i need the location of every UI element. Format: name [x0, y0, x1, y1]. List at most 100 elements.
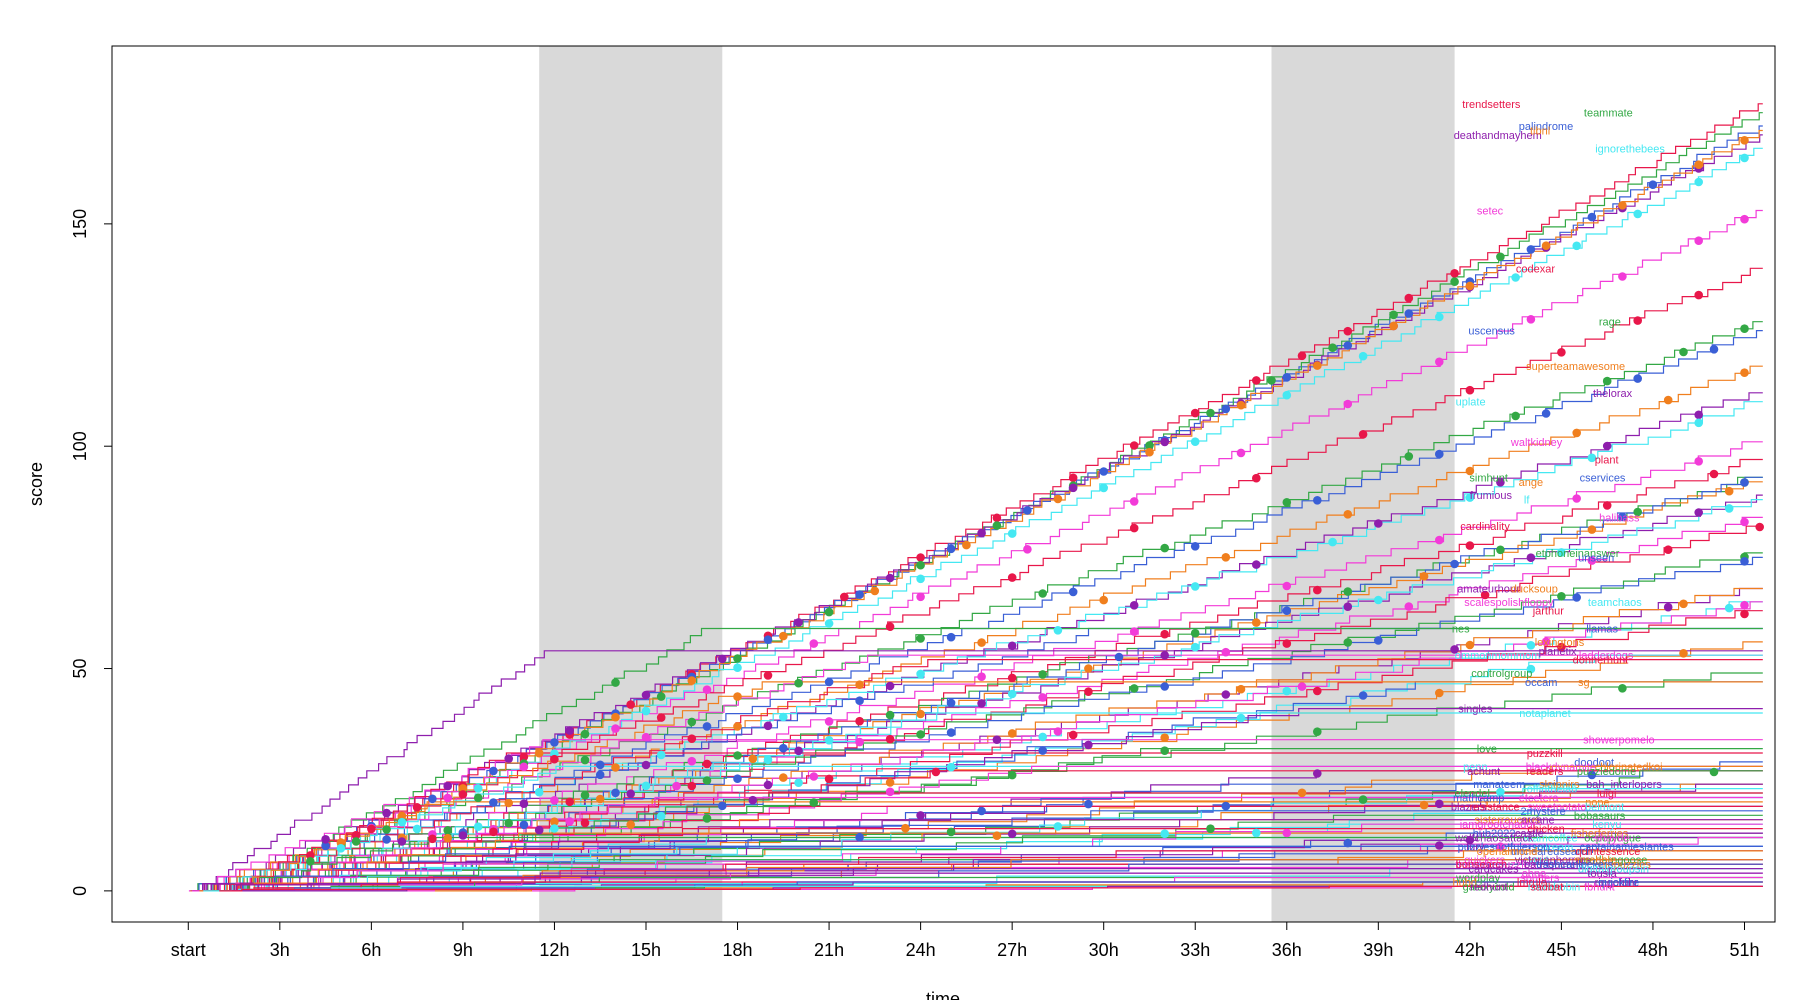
x-tick-label: 51h	[1729, 940, 1759, 960]
solve-point-uscensus	[595, 760, 605, 770]
solve-point-superteamawesome	[611, 763, 620, 772]
solve-point-ommonmommom	[656, 811, 666, 821]
solve-point-frumious	[1160, 651, 1169, 660]
series-label-amateurhour: amateurhour	[1457, 584, 1520, 596]
series-label-bah_interlopers: bah_interlopers	[1586, 779, 1662, 791]
solve-point-uplate	[779, 712, 788, 722]
series-label-codexar: codexar	[1516, 263, 1555, 275]
solve-point-halibass	[672, 781, 681, 791]
series-line-wordplay	[216, 876, 1763, 892]
solve-point-codexar	[1694, 290, 1703, 300]
solve-point-ignorethebees	[1007, 529, 1017, 538]
solve-point-plant	[1007, 673, 1017, 683]
solve-point-codexar	[550, 754, 559, 764]
series-label-etphoneinanswer: etphoneinanswer	[1536, 548, 1620, 560]
solve-point-setec	[702, 685, 712, 694]
solve-point-teamchaos	[1038, 732, 1047, 742]
solve-point-singles	[748, 795, 758, 805]
series-label-sadbat: sadbat	[1530, 881, 1563, 893]
solve-point-waltkidney	[977, 672, 986, 681]
solve-point-love	[809, 798, 819, 807]
series-line-setec	[193, 209, 1763, 892]
solve-point-waltkidney	[687, 756, 697, 766]
solve-point-codexar	[885, 622, 895, 631]
series-label-ohno: ohno	[1522, 868, 1546, 880]
solve-point-codexar	[763, 671, 773, 680]
series-line-teamchaos	[219, 601, 1763, 892]
solve-point-unseen	[1374, 636, 1383, 645]
solve-point-tibnl	[962, 540, 971, 550]
solve-point-uscensus	[1190, 542, 1200, 551]
series-line-thelorax	[228, 392, 1763, 892]
solve-point-offinthelab	[1496, 787, 1505, 797]
solve-point-lf	[641, 781, 651, 791]
solve-point-halibass	[855, 737, 864, 747]
solve-point-ducksoup	[1465, 640, 1475, 650]
series-label-uplate: uplate	[1456, 397, 1486, 409]
x-tick-label: 39h	[1363, 940, 1393, 960]
y-tick-label: 50	[70, 659, 90, 679]
solve-point-thelorax	[1007, 641, 1017, 651]
solve-point-deathandmayhem	[641, 690, 651, 700]
solve-point-ignorethebees	[473, 784, 483, 793]
solve-point-setec	[1740, 214, 1749, 224]
solve-point-codexar	[1465, 385, 1475, 395]
series-label-wordplay: wordplay	[1455, 873, 1501, 885]
series-label-iamgrootchador: iamgrootchador	[1460, 819, 1537, 831]
x-tick-label: 15h	[631, 940, 661, 960]
x-tick-label: 33h	[1180, 940, 1210, 960]
solve-point-uscensus	[1068, 587, 1078, 597]
series-label-hubd: hubd	[1453, 877, 1477, 889]
solve-point-thelorax	[1602, 441, 1612, 451]
series-label-cservices: cservices	[1580, 472, 1626, 484]
solve-point-achunt	[1313, 769, 1322, 778]
solve-point-setec	[1435, 357, 1444, 367]
solve-point-deathandmayhem	[321, 835, 330, 844]
series-label-sputters: sputters	[1520, 873, 1560, 885]
solve-point-teammate	[1496, 252, 1505, 262]
solve-point-teammate	[992, 521, 1002, 530]
x-tick-label: 21h	[814, 940, 844, 960]
solve-point-palindrome	[763, 635, 773, 644]
solve-point-plant	[702, 759, 712, 769]
x-tick-label: 3h	[270, 940, 290, 960]
solve-point-iamgrootchador	[1282, 828, 1292, 838]
solve-point-rage	[687, 717, 697, 727]
series-label-lexingtons: lexingtons	[1535, 637, 1585, 649]
series-label-sweetpotato: sweetpotato	[1527, 801, 1586, 813]
solve-point-trendsetters	[916, 553, 925, 562]
solve-point-trendsetters	[1404, 293, 1414, 303]
solve-point-amateurhour	[1663, 602, 1673, 612]
x-tick-label: 48h	[1638, 940, 1668, 960]
series-label-arcane: arcane	[1521, 815, 1555, 827]
solve-point-setec	[443, 793, 453, 803]
y-axis-title: score	[26, 462, 46, 506]
solve-point-cardinality	[1480, 590, 1490, 600]
series-label-uscensus: uscensus	[1468, 326, 1515, 338]
solve-point-scalespolishfloppy	[1053, 727, 1063, 736]
solve-point-setec	[1618, 272, 1627, 281]
series-label-ladderdogs: ladderdogs	[1579, 650, 1634, 662]
solve-point-simhunt	[443, 826, 453, 835]
solve-point-setec	[1236, 448, 1246, 458]
solve-point-uplate	[1465, 493, 1475, 502]
series-label-resistance: resistance	[1470, 801, 1520, 813]
solve-point-uplate	[656, 750, 666, 760]
solve-point-bobasaurs	[1206, 824, 1215, 833]
x-tick-label: 42h	[1455, 940, 1485, 960]
solve-point-setec	[1343, 399, 1353, 409]
solve-point-uplate	[916, 669, 925, 679]
series-label-puzzlesnotfulerson: puzzlesnotfulerson	[1458, 841, 1550, 853]
solve-point-trendsetters	[840, 592, 849, 602]
solve-point-unseen	[519, 820, 529, 830]
solve-point-thelorax	[1496, 478, 1505, 487]
solve-point-controlgroup	[702, 814, 712, 823]
x-tick-label: 36h	[1272, 940, 1302, 960]
solve-point-palindrome	[1221, 404, 1231, 414]
solve-point-etphoneinanswer	[504, 818, 513, 828]
series-label-doodoot: doodoot	[1574, 757, 1614, 769]
series-label-openalmond: openalmond	[1477, 846, 1538, 858]
series-label-lmrule: lmrule	[1517, 877, 1547, 889]
solve-point-waltkidney	[1282, 581, 1292, 591]
